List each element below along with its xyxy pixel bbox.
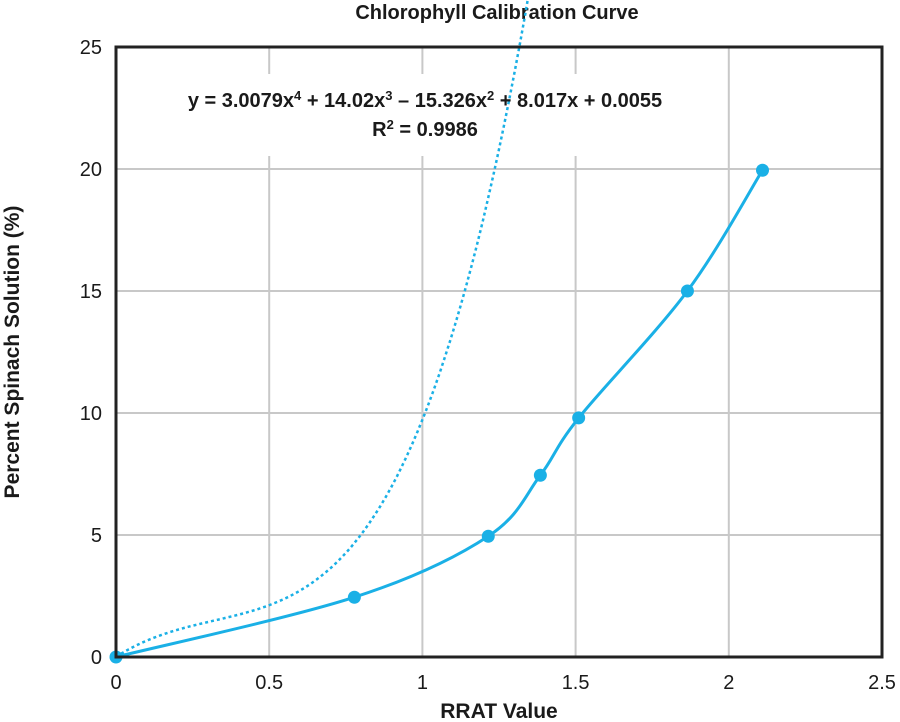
exponent: 2 bbox=[487, 88, 494, 103]
x-tick-label: 2.5 bbox=[868, 672, 896, 694]
exponent: 3 bbox=[385, 88, 392, 103]
y-tick-label: 5 bbox=[91, 525, 102, 547]
tick-labels: 0 0.5 1 1.5 2 2.5 0 5 10 15 20 25 bbox=[80, 37, 896, 694]
equation-segment: – 15.326x bbox=[392, 90, 487, 112]
data-point bbox=[680, 284, 694, 298]
r-squared-label: R2 = 0.9986 bbox=[372, 117, 478, 142]
data-point bbox=[572, 411, 586, 425]
data-point bbox=[347, 590, 361, 604]
exponent: 2 bbox=[387, 117, 394, 132]
plot-frame bbox=[114, 45, 884, 659]
x-tick-label: 2 bbox=[723, 672, 734, 694]
y-tick-label: 25 bbox=[80, 37, 102, 59]
trendline-group bbox=[115, 0, 529, 658]
equation-segment: + 8.017x + 0.0055 bbox=[494, 90, 662, 112]
data-point bbox=[756, 163, 770, 177]
x-tick-label: 1 bbox=[417, 672, 428, 694]
equation-segment: + 14.02x bbox=[301, 90, 385, 112]
y-tick-label: 15 bbox=[80, 281, 102, 303]
polynomial-trendline bbox=[115, 0, 529, 658]
x-tick-label: 0.5 bbox=[255, 672, 283, 694]
equation-segment: = 0.9986 bbox=[394, 119, 478, 141]
x-tick-label: 0 bbox=[110, 672, 121, 694]
series-group bbox=[109, 163, 770, 664]
equation-segment: R bbox=[372, 119, 387, 141]
y-axis-label: Percent Spinach Solution (%) bbox=[1, 206, 24, 499]
trendline-equation: y = 3.0079x4 + 14.02x3 – 15.326x2 + 8.01… bbox=[188, 88, 662, 113]
data-point bbox=[481, 529, 495, 543]
y-tick-label: 0 bbox=[91, 647, 102, 669]
chart-title: Chlorophyll Calibration Curve bbox=[355, 2, 638, 24]
y-tick-label: 20 bbox=[80, 159, 102, 181]
equation-box bbox=[122, 74, 724, 156]
x-tick-label: 1.5 bbox=[562, 672, 590, 694]
y-tick-label: 10 bbox=[80, 403, 102, 425]
data-point bbox=[533, 468, 547, 482]
x-axis-label: RRAT Value bbox=[440, 700, 557, 722]
exponent: 4 bbox=[294, 88, 302, 103]
equation-segment: y = 3.0079x bbox=[188, 90, 294, 112]
